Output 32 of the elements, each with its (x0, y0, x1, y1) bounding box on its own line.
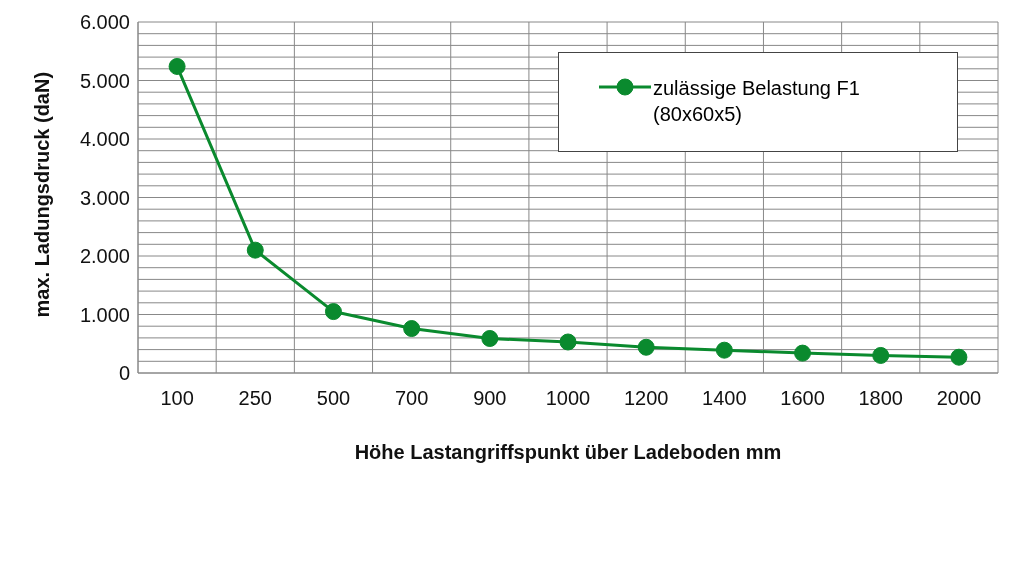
point (168, 57, 186, 75)
y-tick-label: 2.000 (79, 245, 130, 268)
x-axis-title: Höhe Lastangriffspunkt über Ladeboden mm (354, 441, 782, 463)
point (637, 338, 655, 356)
point (403, 320, 421, 338)
point (715, 341, 733, 359)
x-tick-label: 500 (316, 387, 351, 410)
y-tick-label: 1.000 (79, 303, 130, 326)
x-tick-label: 900 (473, 387, 507, 410)
point (872, 346, 890, 364)
x-tick-label: 1000 (545, 387, 591, 410)
point (794, 344, 812, 362)
point (246, 241, 264, 259)
legend-label: zulässige Belastung F1 (80x60x5) (653, 76, 861, 127)
x-tick-label: 100 (160, 387, 194, 410)
y-tick-label: 0 (118, 362, 130, 385)
point (324, 303, 342, 321)
y-tick-label: 4.000 (79, 128, 130, 151)
x-tick-label: 700 (394, 387, 429, 410)
x-tick-label: 1600 (780, 387, 825, 410)
x-tick-label: 250 (238, 387, 272, 410)
y-axis-title: max. Ladungsdruck (daN) (31, 71, 54, 318)
point (950, 348, 968, 366)
x-tick-label: 1400 (702, 387, 747, 410)
y-tick-label: 6.000 (79, 11, 130, 34)
x-tick-label: 1200 (623, 387, 669, 410)
y-tick-label: 3.000 (79, 186, 130, 209)
x-tick-label: 1800 (858, 387, 903, 410)
y-tick-label: 5.000 (79, 69, 130, 92)
point (481, 329, 499, 347)
point (559, 333, 577, 351)
x-tick-label: 2000 (936, 387, 982, 410)
